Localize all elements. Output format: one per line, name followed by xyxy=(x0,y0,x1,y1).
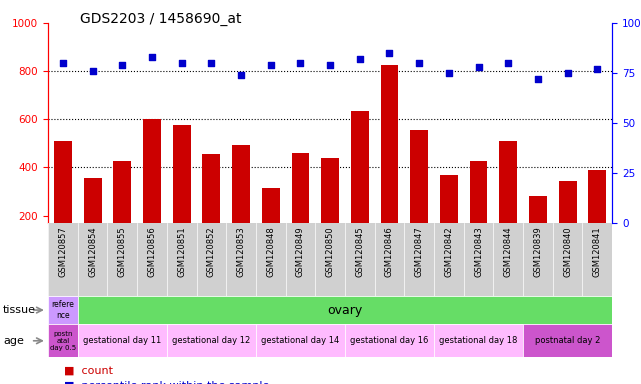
Text: GSM120846: GSM120846 xyxy=(385,227,394,277)
Text: ■  percentile rank within the sample: ■ percentile rank within the sample xyxy=(64,381,269,384)
Text: GSM120851: GSM120851 xyxy=(177,227,186,277)
Bar xyxy=(203,154,221,264)
Bar xyxy=(559,180,576,264)
Text: GSM120844: GSM120844 xyxy=(504,227,513,277)
Bar xyxy=(48,296,78,324)
Text: gestational day 12: gestational day 12 xyxy=(172,336,251,345)
Bar xyxy=(78,324,167,357)
Bar xyxy=(434,324,523,357)
Text: GSM120853: GSM120853 xyxy=(237,227,246,277)
Point xyxy=(444,70,454,76)
Bar xyxy=(84,178,101,264)
Bar xyxy=(256,324,345,357)
Point xyxy=(296,60,306,66)
Text: GSM120847: GSM120847 xyxy=(415,227,424,277)
Point xyxy=(206,60,217,66)
Text: GSM120856: GSM120856 xyxy=(147,227,156,277)
Text: GSM120840: GSM120840 xyxy=(563,227,572,277)
Bar xyxy=(48,324,78,357)
Bar xyxy=(351,111,369,264)
Point xyxy=(325,62,335,68)
Text: GSM120850: GSM120850 xyxy=(326,227,335,277)
Point xyxy=(265,62,276,68)
Text: gestational day 18: gestational day 18 xyxy=(439,336,518,345)
Point xyxy=(117,62,128,68)
Bar xyxy=(529,196,547,264)
Bar xyxy=(440,175,458,264)
Text: refere
nce: refere nce xyxy=(51,300,74,320)
Point xyxy=(354,56,365,62)
Text: GSM120841: GSM120841 xyxy=(593,227,602,277)
Text: tissue: tissue xyxy=(3,305,36,315)
Bar xyxy=(262,188,279,264)
Bar xyxy=(588,170,606,264)
Point xyxy=(414,60,424,66)
Text: GSM120849: GSM120849 xyxy=(296,227,305,277)
Bar xyxy=(499,141,517,264)
Point xyxy=(474,64,484,70)
Text: GSM120854: GSM120854 xyxy=(88,227,97,277)
Text: GSM120848: GSM120848 xyxy=(266,227,275,277)
Point xyxy=(533,76,543,82)
Bar xyxy=(232,144,250,264)
Text: age: age xyxy=(3,336,24,346)
Text: GSM120852: GSM120852 xyxy=(207,227,216,277)
Point xyxy=(563,70,573,76)
Point xyxy=(176,60,187,66)
Bar xyxy=(143,119,161,264)
Text: GSM120839: GSM120839 xyxy=(533,227,542,277)
Bar xyxy=(321,158,339,264)
Point xyxy=(87,68,97,74)
Bar xyxy=(381,65,399,264)
Bar xyxy=(345,324,434,357)
Text: ovary: ovary xyxy=(328,304,363,316)
Bar xyxy=(292,153,310,264)
Point xyxy=(503,60,513,66)
Text: GSM120857: GSM120857 xyxy=(58,227,67,277)
Bar xyxy=(54,141,72,264)
Text: GSM120845: GSM120845 xyxy=(355,227,364,277)
Text: GDS2203 / 1458690_at: GDS2203 / 1458690_at xyxy=(80,12,242,25)
Bar xyxy=(167,324,256,357)
Text: GSM120842: GSM120842 xyxy=(444,227,453,277)
Text: postn
atal
day 0.5: postn atal day 0.5 xyxy=(50,331,76,351)
Text: ■  count: ■ count xyxy=(64,366,113,376)
Text: gestational day 14: gestational day 14 xyxy=(262,336,340,345)
Bar xyxy=(113,161,131,264)
Point xyxy=(592,66,603,72)
Point xyxy=(236,72,246,78)
Bar xyxy=(410,130,428,264)
Text: postnatal day 2: postnatal day 2 xyxy=(535,336,601,345)
Point xyxy=(58,60,68,66)
Text: gestational day 16: gestational day 16 xyxy=(350,336,429,345)
Bar xyxy=(173,125,190,264)
Text: gestational day 11: gestational day 11 xyxy=(83,336,162,345)
Bar xyxy=(523,324,612,357)
Point xyxy=(147,54,157,60)
Text: GSM120855: GSM120855 xyxy=(118,227,127,277)
Text: GSM120843: GSM120843 xyxy=(474,227,483,277)
Point xyxy=(385,50,395,56)
Bar xyxy=(470,161,487,264)
